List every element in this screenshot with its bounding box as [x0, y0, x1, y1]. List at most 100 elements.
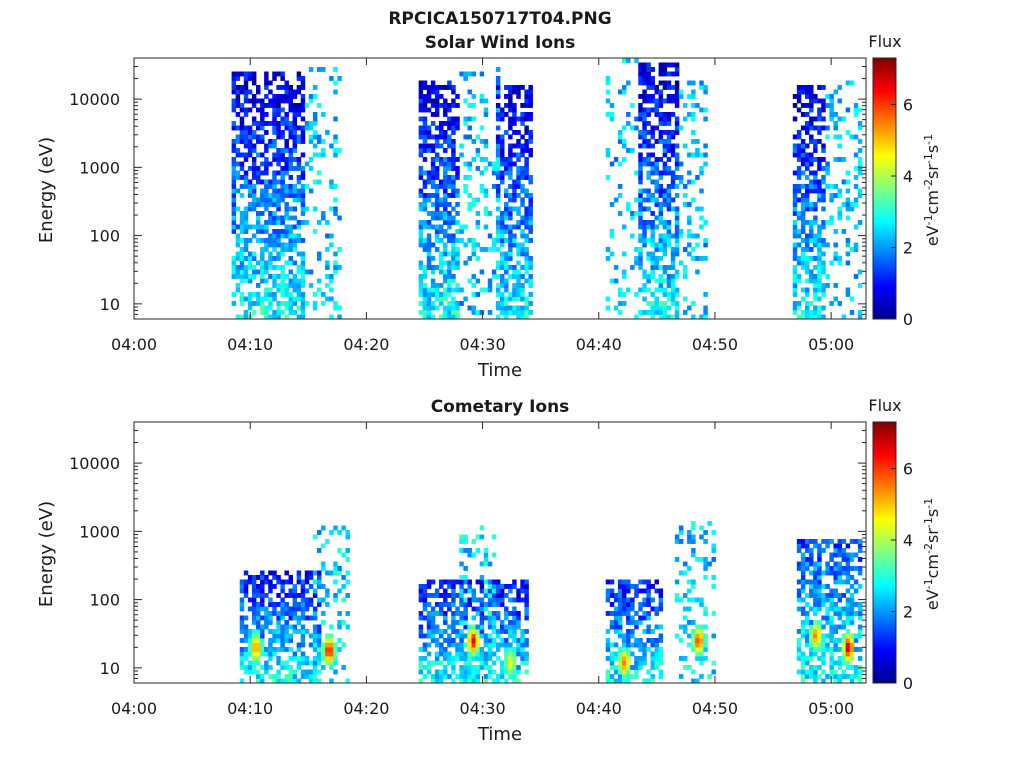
heatmap-cell	[304, 615, 310, 621]
heatmap-cell	[837, 134, 842, 140]
heatmap-cell	[475, 656, 481, 661]
heatmap-cell	[312, 112, 318, 117]
heatmap-cell	[796, 184, 802, 189]
heatmap-cell	[487, 283, 493, 288]
heatmap-cell	[447, 184, 452, 189]
heatmap-cell	[516, 274, 521, 279]
heatmap-cell	[658, 121, 664, 126]
heatmap-cell	[467, 642, 472, 648]
heatmap-cell	[487, 310, 493, 315]
heatmap-cell	[434, 94, 440, 99]
heatmap-cell	[512, 107, 517, 113]
heatmap-cell	[487, 669, 493, 675]
heatmap-cell	[654, 260, 659, 266]
heatmap-cell	[321, 211, 326, 216]
heatmap-cell	[304, 103, 310, 108]
heatmap-cell	[837, 548, 842, 553]
heatmap-cell	[280, 606, 285, 612]
heatmap-cell	[288, 103, 293, 108]
heatmap-cell	[670, 251, 676, 257]
heatmap-cell	[459, 584, 464, 589]
heatmap-cell	[243, 76, 249, 81]
heatmap-cell	[796, 260, 802, 266]
heatmap-cell	[300, 98, 306, 104]
heatmap-cell	[638, 260, 643, 266]
heatmap-cell	[805, 233, 810, 239]
heatmap-cell	[691, 579, 696, 585]
heatmap-cell	[825, 566, 830, 571]
heatmap-cell	[512, 89, 517, 95]
heatmap-cell	[605, 678, 611, 684]
heatmap-cell	[617, 584, 623, 589]
heatmap-cell	[670, 85, 676, 90]
heatmap-cell	[662, 197, 668, 203]
y-tick-label: 10000	[69, 90, 120, 109]
heatmap-cell	[495, 148, 501, 153]
heatmap-cell	[443, 647, 448, 652]
heatmap-cell	[516, 292, 521, 297]
heatmap-cell	[658, 89, 664, 95]
heatmap-cell	[443, 112, 448, 117]
heatmap-cell	[247, 202, 253, 207]
heatmap-cell	[422, 148, 428, 153]
heatmap-cell	[434, 283, 440, 288]
heatmap-cell	[674, 301, 680, 306]
heatmap-cell	[841, 606, 847, 612]
y-tick-label: 10	[100, 659, 120, 678]
heatmap-cell	[276, 107, 281, 113]
heatmap-cell	[512, 615, 517, 621]
heatmap-cell	[646, 593, 651, 598]
heatmap-cell	[516, 611, 521, 616]
heatmap-cell	[276, 85, 281, 90]
heatmap-cell	[800, 256, 806, 261]
heatmap-cell	[280, 175, 285, 180]
heatmap-cell	[695, 139, 700, 144]
heatmap-cell	[491, 597, 497, 603]
heatmap-cell	[654, 179, 659, 185]
heatmap-cell	[809, 202, 814, 207]
heatmap-cell	[646, 301, 651, 306]
heatmap-cell	[268, 588, 273, 594]
heatmap-cell	[439, 301, 444, 306]
heatmap-cell	[422, 296, 428, 302]
heatmap-cell	[495, 260, 501, 266]
heatmap-cell	[613, 157, 619, 162]
heatmap-cell	[251, 116, 257, 122]
heatmap-cell	[646, 62, 651, 68]
heatmap-cell	[491, 678, 497, 684]
heatmap-cell	[308, 660, 314, 666]
heatmap-cell	[516, 305, 521, 311]
heatmap-cell	[699, 660, 704, 666]
heatmap-cell	[687, 220, 692, 225]
heatmap-cell	[528, 130, 533, 135]
heatmap-cell	[260, 597, 265, 603]
heatmap-cell	[817, 552, 822, 558]
heatmap-cell	[528, 301, 533, 306]
heatmap-cell	[231, 80, 237, 86]
y-tick-label: 100	[89, 227, 120, 246]
heatmap-cell	[650, 166, 655, 171]
heatmap-cell	[666, 193, 672, 198]
heatmap-cell	[666, 98, 672, 104]
heatmap-cell	[434, 107, 440, 113]
heatmap-cell	[280, 152, 285, 158]
heatmap-cell	[642, 80, 647, 86]
heatmap-cell	[674, 175, 680, 180]
heatmap-cell	[528, 292, 533, 297]
heatmap-cell	[626, 611, 631, 616]
heatmap-cell	[699, 624, 704, 630]
heatmap-cell	[646, 602, 651, 607]
heatmap-cell	[821, 548, 826, 553]
heatmap-cell	[699, 224, 704, 230]
heatmap-cell	[609, 278, 615, 284]
heatmap-cell	[296, 76, 302, 81]
heatmap-cell	[796, 107, 802, 113]
heatmap-cell	[495, 193, 501, 198]
heatmap-cell	[670, 94, 676, 99]
heatmap-cell	[817, 310, 822, 315]
heatmap-cell	[251, 121, 257, 126]
heatmap-cell	[447, 179, 452, 185]
heatmap-cell	[463, 296, 468, 302]
